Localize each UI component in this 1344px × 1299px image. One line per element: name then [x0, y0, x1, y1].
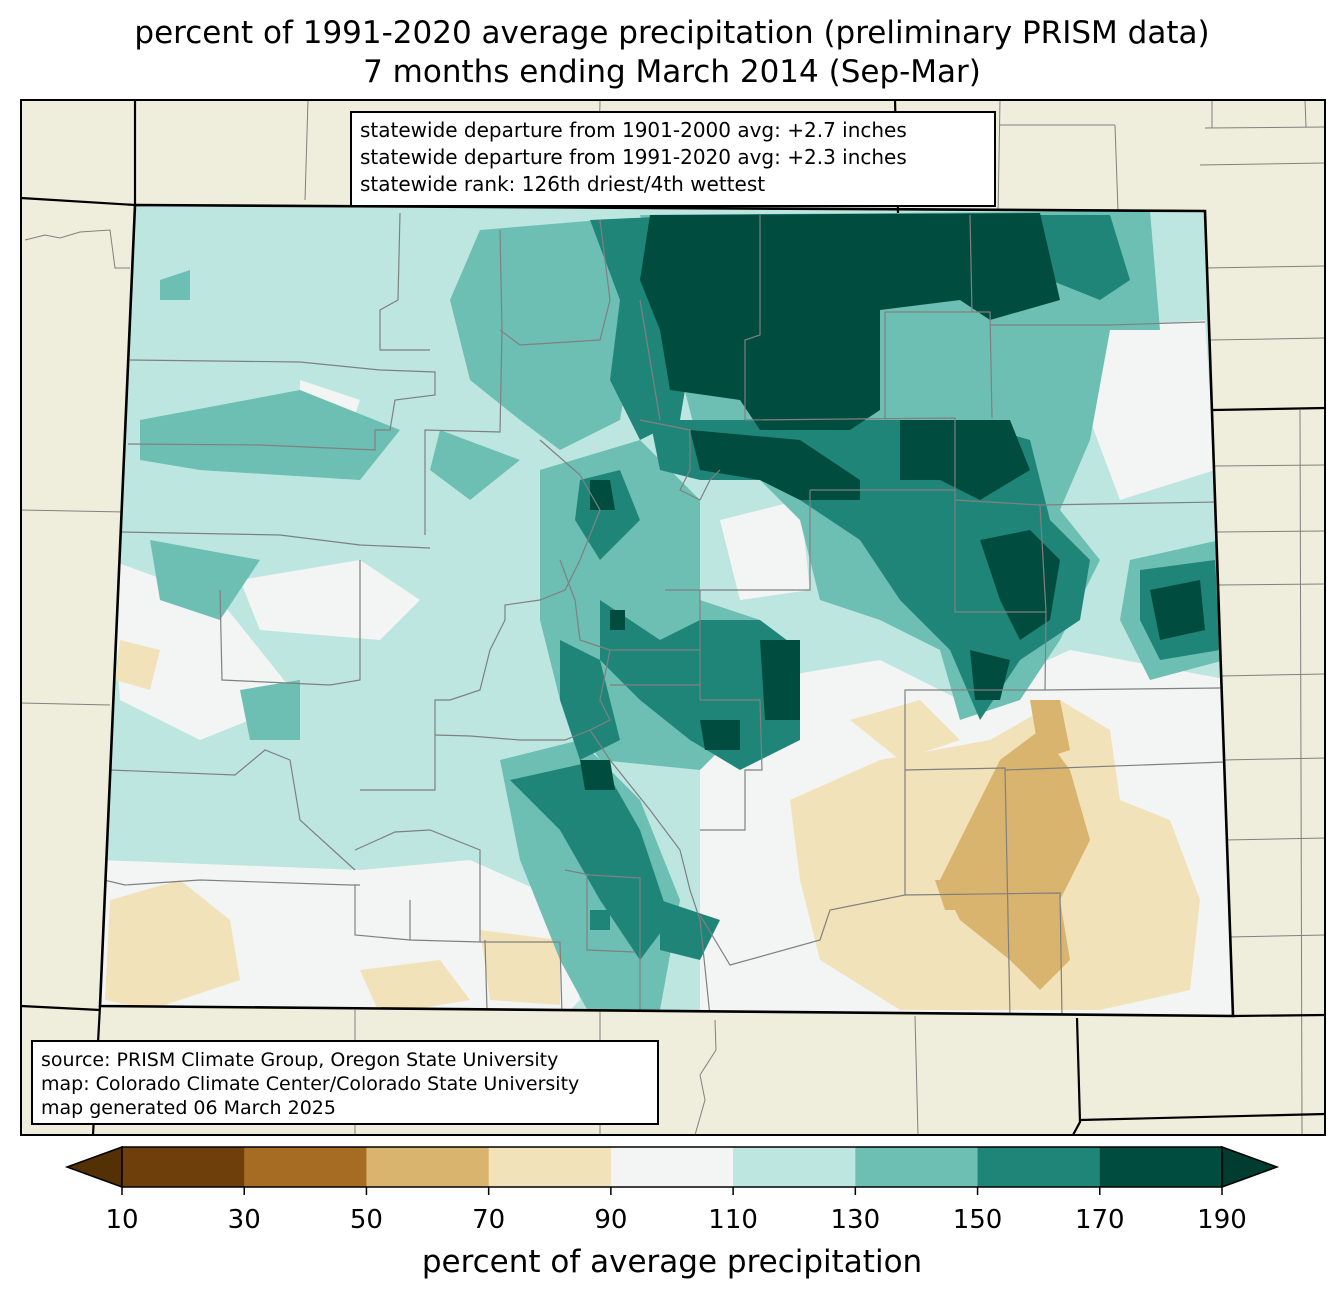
colorbar-segment — [733, 1147, 856, 1187]
colorbar-tick-label: 50 — [349, 1205, 383, 1235]
map-subtitle: 7 months ending March 2014 (Sep-Mar) — [363, 54, 981, 90]
county-lines — [103, 212, 1226, 1016]
colorbar-tick-label: 30 — [227, 1205, 261, 1235]
stats-line-1: statewide departure from 1901-2000 avg: … — [360, 118, 907, 142]
colorbar-tick-label: 150 — [952, 1205, 1003, 1235]
colorbar-tick-label: 130 — [830, 1205, 881, 1235]
source-box: source: PRISM Climate Group, Oregon Stat… — [31, 1040, 659, 1125]
stats-line-2: statewide departure from 1991-2020 avg: … — [360, 145, 907, 169]
colorbar-tick-label: 110 — [708, 1205, 758, 1235]
colorbar-under-arrow — [64, 1145, 123, 1189]
colorbar-segment — [855, 1147, 979, 1187]
source-line-1: source: PRISM Climate Group, Oregon Stat… — [41, 1049, 559, 1071]
colorbar-label: percent of average precipitation — [421, 1244, 923, 1280]
precipitation-field — [100, 205, 1233, 1016]
colorbar — [64, 1145, 1280, 1195]
colorbar-outline — [121, 1146, 1223, 1188]
colorbar-segment — [1099, 1147, 1223, 1187]
map-frame — [20, 99, 1326, 1136]
colorbar-tick-label: 90 — [594, 1205, 628, 1235]
colorado-border — [98, 203, 1235, 1018]
colorbar-segment — [488, 1147, 612, 1187]
colorbar-tick-label: 170 — [1074, 1205, 1125, 1235]
stats-line-3: statewide rank: 126th driest/4th wettest — [360, 172, 766, 196]
colorbar-segment — [610, 1147, 734, 1187]
colorbar-tick-label: 190 — [1197, 1205, 1247, 1235]
colorbar-segment — [244, 1147, 367, 1187]
statistics-box: statewide departure from 1901-2000 avg: … — [350, 111, 996, 207]
colorbar-over-arrow — [1221, 1145, 1280, 1189]
map-title: percent of 1991-2020 average precipitati… — [134, 15, 1210, 51]
colorbar-segment — [977, 1147, 1101, 1187]
colorbar-tick-label: 10 — [105, 1205, 139, 1235]
source-line-3: map generated 06 March 2025 — [41, 1097, 336, 1119]
source-line-2: map: Colorado Climate Center/Colorado St… — [41, 1073, 580, 1095]
colorbar-segment — [122, 1147, 245, 1187]
colorbar-segment — [366, 1147, 490, 1187]
colorbar-tick-label: 70 — [472, 1205, 506, 1235]
